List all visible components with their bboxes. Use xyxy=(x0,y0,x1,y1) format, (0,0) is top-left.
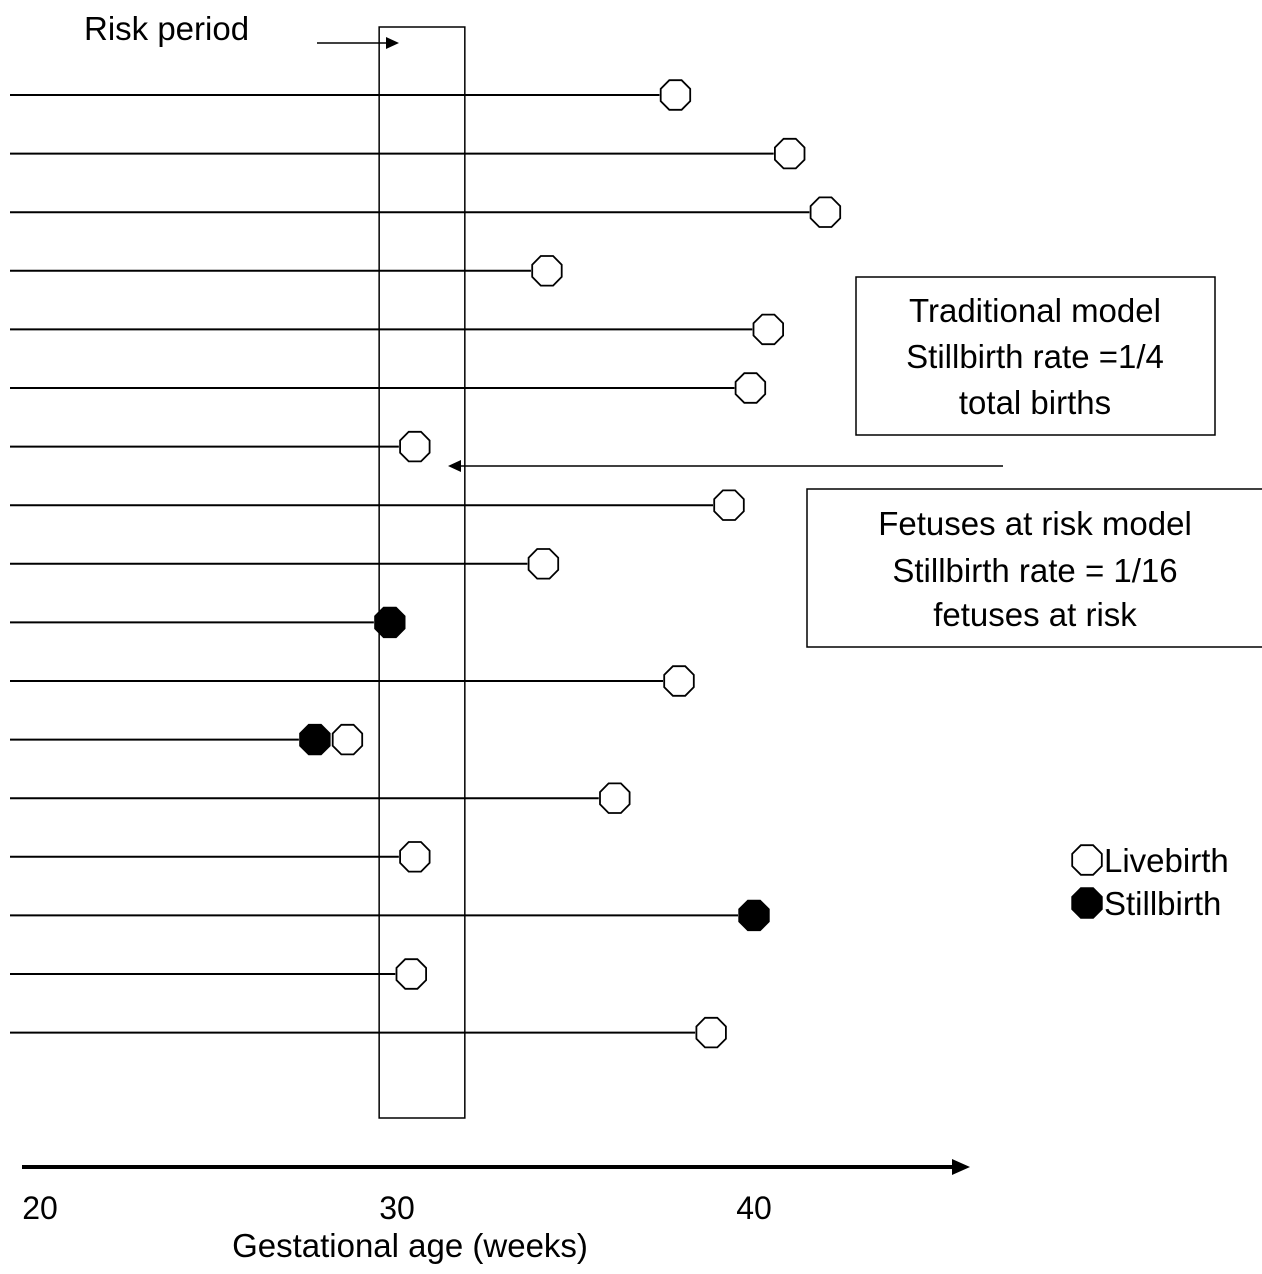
stillbirth-legend-marker xyxy=(1072,888,1102,918)
livebirth-marker xyxy=(775,139,805,169)
livebirth-marker xyxy=(397,959,427,989)
livebirth-marker xyxy=(736,373,766,403)
stillbirth-marker xyxy=(739,901,769,931)
livebirth-marker xyxy=(664,666,694,696)
traditional-model-line-1: Traditional model xyxy=(909,292,1161,329)
livebirth-legend-marker xyxy=(1072,845,1102,875)
livebirth-marker xyxy=(600,783,630,813)
legend-stillbirth-label: Stillbirth xyxy=(1104,885,1221,922)
fetuses-at-risk-model-box: Fetuses at risk model Stillbirth rate = … xyxy=(807,489,1262,647)
stillbirth-marker xyxy=(375,608,405,638)
x-axis-tick-label: 20 xyxy=(22,1190,58,1226)
traditional-model-line-2: Stillbirth rate =1/4 xyxy=(906,338,1164,375)
livebirth-marker xyxy=(696,1018,726,1048)
x-axis-tick-label: 30 xyxy=(379,1190,415,1226)
x-axis-tick-label: 40 xyxy=(736,1190,772,1226)
stillbirth-marker xyxy=(300,725,330,755)
fetuses-at-risk-line-2: Stillbirth rate = 1/16 xyxy=(892,552,1177,589)
fetuses-at-risk-line-1: Fetuses at risk model xyxy=(878,505,1192,542)
livebirth-marker xyxy=(754,315,784,345)
risk-period-arrowhead xyxy=(386,37,399,49)
livebirth-marker xyxy=(532,256,562,286)
x-axis-title: Gestational age (weeks) xyxy=(232,1227,588,1264)
livebirth-marker xyxy=(661,80,691,110)
livebirth-marker xyxy=(400,842,430,872)
fetuses-at-risk-arrowhead xyxy=(448,460,461,472)
legend: Livebirth Stillbirth xyxy=(1072,842,1229,922)
livebirth-marker xyxy=(811,197,841,227)
pregnancy-timelines xyxy=(10,95,809,1033)
livebirth-marker xyxy=(714,490,744,520)
risk-period-label: Risk period xyxy=(84,10,249,47)
risk-period-window xyxy=(379,27,465,1118)
x-axis-arrowhead xyxy=(952,1159,970,1175)
x-axis-ticks: 20 30 40 xyxy=(22,1190,772,1226)
traditional-model-line-3: total births xyxy=(959,384,1111,421)
fetuses-at-risk-line-3: fetuses at risk xyxy=(933,596,1137,633)
livebirth-marker xyxy=(333,725,363,755)
legend-livebirth-label: Livebirth xyxy=(1104,842,1229,879)
traditional-model-box: Traditional model Stillbirth rate =1/4 t… xyxy=(856,277,1215,435)
livebirth-marker xyxy=(400,432,430,462)
livebirth-marker xyxy=(529,549,559,579)
